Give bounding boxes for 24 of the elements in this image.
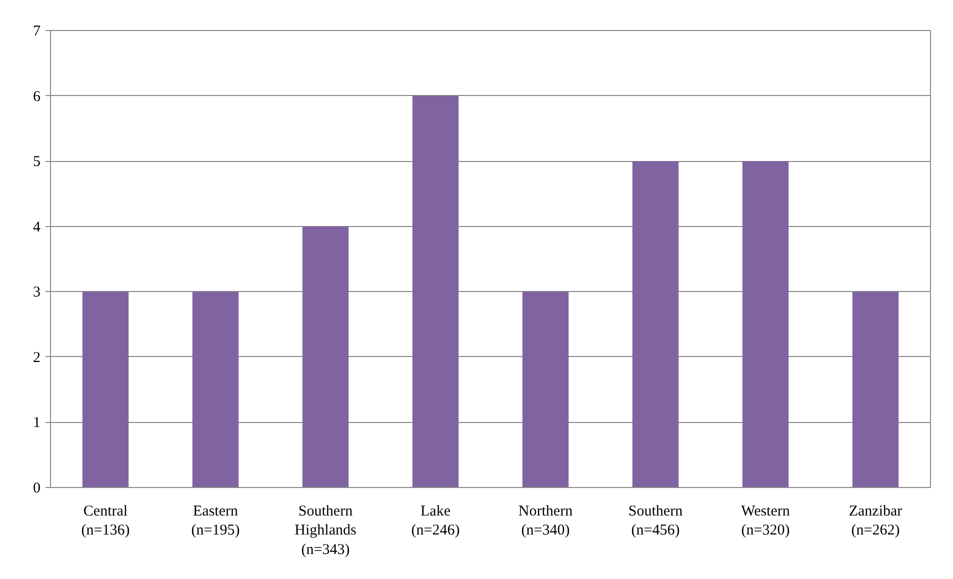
bar	[632, 161, 679, 488]
x-tick-label: Eastern (n=195)	[191, 504, 240, 539]
y-tick-label: 6	[33, 88, 41, 105]
bar	[852, 292, 899, 488]
y-tick-label: 7	[33, 24, 41, 40]
x-tick-label: Southern Highlands (n=343)	[294, 504, 356, 558]
y-tick-label: 3	[33, 284, 40, 301]
x-tick-label: Lake (n=246)	[411, 504, 460, 539]
bar	[412, 96, 459, 488]
y-tick-label: 2	[33, 350, 40, 366]
bar	[522, 292, 569, 488]
bar	[742, 161, 789, 488]
y-tick-label: 5	[33, 154, 40, 170]
y-tick-label: 1	[33, 415, 40, 432]
y-tick-label: 4	[33, 219, 41, 236]
x-tick-label: Northern (n=340)	[518, 504, 574, 539]
bar	[82, 292, 129, 488]
x-tick-label: Southern (n=456)	[628, 504, 684, 539]
x-tick-label: Central (n=136)	[81, 504, 130, 539]
y-tick-label: 0	[33, 480, 40, 496]
x-tick-label: Western (n=320)	[741, 504, 790, 539]
x-tick-label: Zanzibar (n=262)	[848, 504, 902, 539]
bar	[302, 226, 349, 488]
bar	[192, 292, 239, 488]
